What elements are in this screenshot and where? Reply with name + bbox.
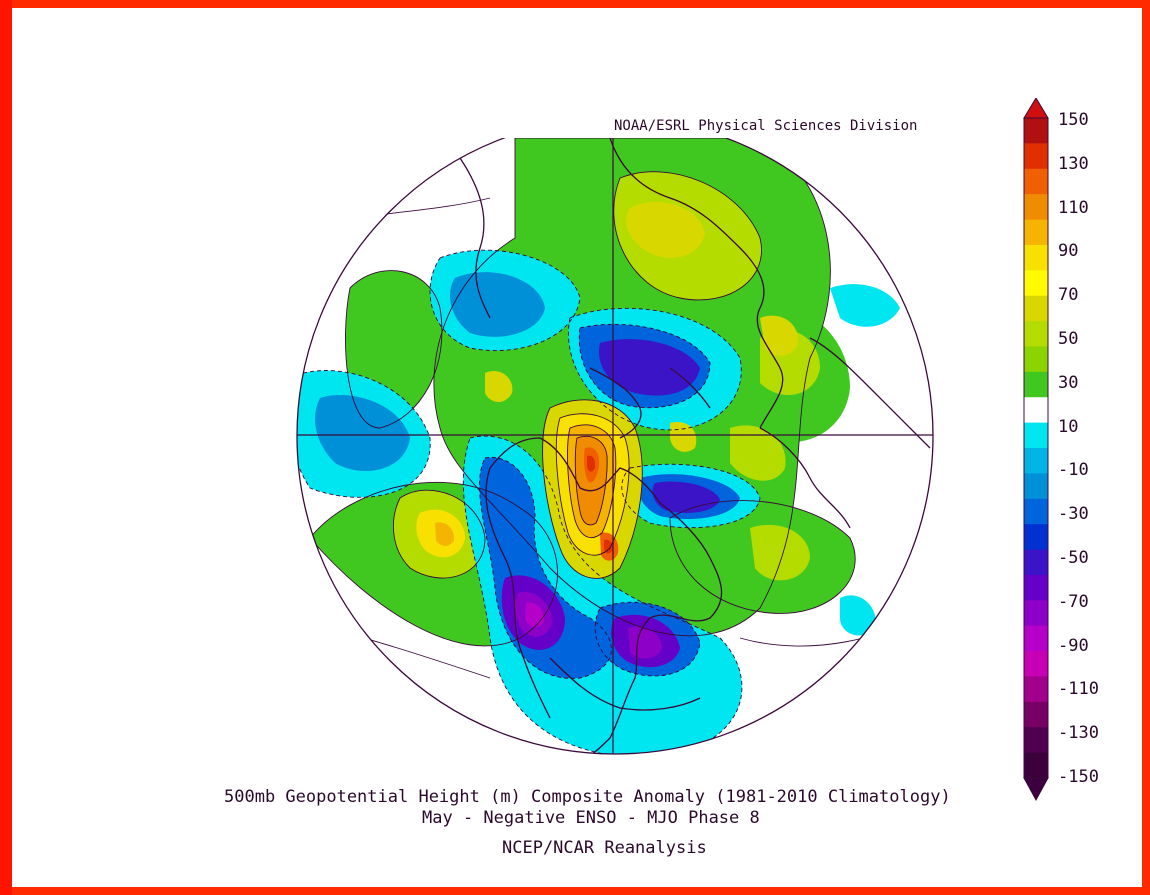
- colorbar-swatch: [1024, 371, 1048, 398]
- colorbar-tick-label: -30: [1058, 504, 1089, 525]
- colorbar-tick-label: -10: [1058, 460, 1089, 481]
- colorbar-tick-label: 90: [1058, 241, 1079, 262]
- colorbar-swatch: [1024, 422, 1048, 449]
- colorbar-swatch: [1024, 270, 1048, 297]
- polar-map: [296, 138, 934, 755]
- colorbar-top-arrow: [1023, 98, 1049, 119]
- colorbar-swatch: [1024, 346, 1048, 373]
- colorbar-swatch: [1024, 118, 1048, 144]
- colorbar-tick-label: 130: [1058, 153, 1089, 174]
- colorbar-swatch: [1024, 219, 1048, 246]
- colorbar-tick-label: 10: [1058, 416, 1079, 437]
- map-subtitle: May - Negative ENSO - MJO Phase 8: [422, 808, 760, 828]
- colorbar-swatch: [1024, 549, 1048, 576]
- colorbar-tick-label: -90: [1058, 635, 1089, 656]
- colorbar-tick-label: -50: [1058, 548, 1089, 568]
- data-source: NCEP/NCAR Reanalysis: [502, 838, 707, 858]
- colorbar-swatch: [1024, 397, 1048, 424]
- colorbar-swatch: [1024, 651, 1048, 677]
- coastlines: [459, 138, 931, 754]
- colorbar-swatch: [1024, 701, 1048, 728]
- colorbar-tick-label: -130: [1058, 723, 1099, 744]
- colorbar-swatch: [1024, 676, 1048, 703]
- colorbar-tick-label: 50: [1058, 329, 1079, 349]
- colorbar-swatch: [1024, 448, 1048, 474]
- colorbar-bottom-arrow: [1023, 777, 1049, 802]
- frame-left-edge: [0, 0, 12, 895]
- map-boundary: [296, 138, 934, 755]
- credit-label: NOAA/ESRL Physical Sciences Division: [614, 118, 918, 134]
- colorbar-swatch: [1024, 295, 1048, 322]
- colorbar-tick-label: -150: [1058, 767, 1099, 787]
- colorbar-swatch: [1024, 752, 1048, 779]
- colorbar-tick-label: -110: [1058, 679, 1099, 700]
- colorbar-swatch: [1024, 168, 1048, 195]
- colorbar-swatch: [1024, 143, 1048, 170]
- colorbar-swatch: [1024, 727, 1048, 754]
- colorbar: [1023, 98, 1049, 802]
- colorbar-swatch: [1024, 524, 1048, 551]
- anomaly-fills: [297, 138, 900, 754]
- colorbar-swatch: [1024, 244, 1048, 271]
- colorbar-swatch: [1024, 574, 1048, 601]
- colorbar-swatch: [1024, 625, 1048, 652]
- colorbar-swatch: [1024, 194, 1048, 221]
- colorbar-swatch: [1024, 473, 1048, 500]
- colorbar-swatch: [1024, 600, 1048, 627]
- colorbar-tick-label: 30: [1058, 372, 1079, 393]
- map-title: 500mb Geopotential Height (m) Composite …: [224, 787, 951, 807]
- colorbar-tick-label: 110: [1058, 197, 1089, 218]
- colorbar-outline: [1023, 117, 1049, 779]
- negative-contours: [297, 249, 761, 754]
- colorbar-tick-label: 150: [1058, 110, 1089, 130]
- colorbar-swatch: [1024, 321, 1048, 347]
- colorbar-swatch: [1024, 498, 1048, 525]
- colorbar-tick-label: -70: [1058, 591, 1089, 612]
- colorbar-tick-label: 70: [1058, 285, 1079, 306]
